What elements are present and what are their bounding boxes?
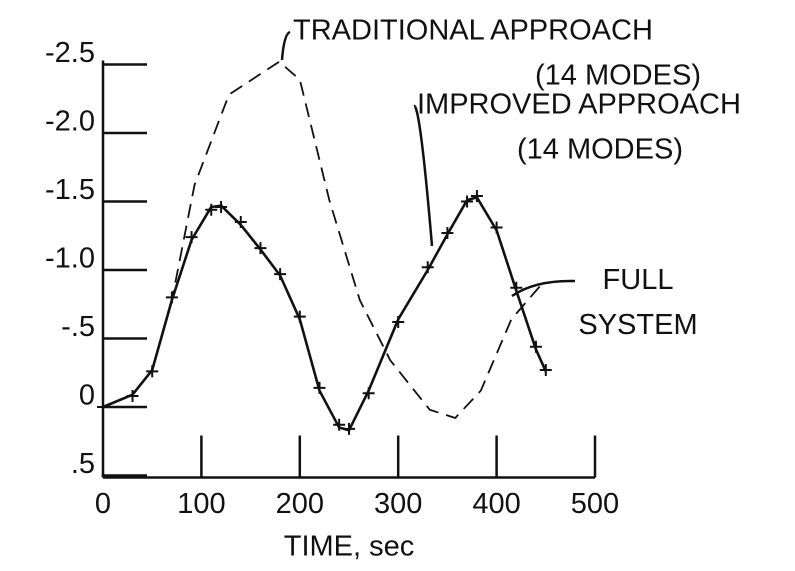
data-point bbox=[185, 231, 198, 244]
data-point bbox=[146, 365, 159, 378]
data-line bbox=[102, 196, 547, 432]
data-point bbox=[234, 216, 247, 229]
data-point bbox=[362, 387, 375, 400]
series-label: FULL SYSTEM bbox=[578, 264, 697, 341]
data-point bbox=[343, 422, 355, 435]
data-point bbox=[274, 268, 287, 281]
data-point bbox=[539, 364, 552, 377]
data-point bbox=[470, 190, 483, 203]
y-tick-label: -2.0 bbox=[45, 106, 95, 138]
data-point bbox=[205, 203, 218, 216]
y-tick-label: .5 bbox=[71, 448, 95, 480]
x-tick-label: 300 bbox=[374, 488, 422, 520]
x-tick-label: 100 bbox=[177, 488, 225, 520]
data-point bbox=[293, 310, 306, 323]
data-point bbox=[313, 381, 326, 394]
series-label: IMPROVED APPROACH bbox=[417, 89, 741, 121]
series-label: TRADITIONAL APPROACH bbox=[293, 15, 653, 47]
data-point bbox=[165, 291, 178, 304]
data-point bbox=[333, 418, 346, 431]
y-tick-label: -1.5 bbox=[45, 174, 95, 206]
series-label: (14 MODES) bbox=[535, 60, 701, 92]
x-tick-label: 200 bbox=[276, 488, 324, 520]
x-tick-label: 400 bbox=[472, 488, 520, 520]
data-point bbox=[215, 200, 228, 213]
data-point bbox=[510, 281, 523, 294]
x-axis-label: TIME, sec bbox=[284, 531, 415, 563]
series-label: (14 MODES) bbox=[517, 134, 683, 166]
data-point bbox=[421, 261, 434, 274]
data-point bbox=[254, 242, 267, 255]
y-tick-label: -.5 bbox=[61, 311, 95, 343]
y-tick-label: 0 bbox=[79, 380, 95, 412]
x-tick-label: 500 bbox=[571, 488, 619, 520]
data-point bbox=[97, 401, 109, 413]
data-point bbox=[461, 195, 474, 208]
data-point bbox=[392, 316, 405, 329]
leader-line bbox=[412, 104, 434, 247]
data-point bbox=[441, 227, 454, 240]
leader-line bbox=[280, 30, 291, 61]
data-point bbox=[490, 221, 503, 234]
x-tick-label: 0 bbox=[95, 488, 111, 520]
data-point bbox=[529, 340, 542, 353]
data-point bbox=[126, 390, 139, 403]
y-tick-label: -1.0 bbox=[45, 243, 95, 275]
y-tick-label: -2.5 bbox=[45, 37, 95, 69]
